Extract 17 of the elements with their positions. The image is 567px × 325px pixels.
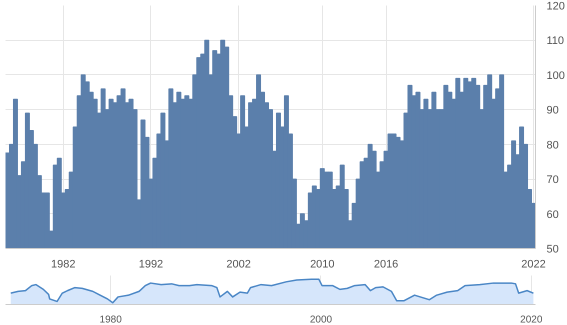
y-tick-label: 80 (546, 139, 559, 152)
y-tick-label: 70 (546, 174, 559, 186)
y-tick-label: 110 (546, 35, 564, 48)
x-tick-label: 2010 (310, 258, 335, 270)
x-tick-label: 2016 (374, 258, 398, 270)
x-tick-label: 1992 (138, 258, 164, 270)
x-tick-label: 2020 (520, 314, 543, 325)
y-tick-label: 120 (546, 0, 565, 12)
x-tick-label: 2002 (226, 258, 251, 270)
y-tick-label: 60 (546, 208, 559, 221)
y-tick-label: 100 (546, 70, 565, 82)
x-tick-label: 2022 (521, 258, 546, 270)
x-tick-label: 2000 (310, 314, 333, 325)
y-tick-label: 50 (546, 244, 559, 256)
x-tick-label: 1982 (51, 258, 76, 270)
x-tick-label: 1980 (100, 314, 122, 325)
y-tick-label: 90 (546, 104, 559, 117)
